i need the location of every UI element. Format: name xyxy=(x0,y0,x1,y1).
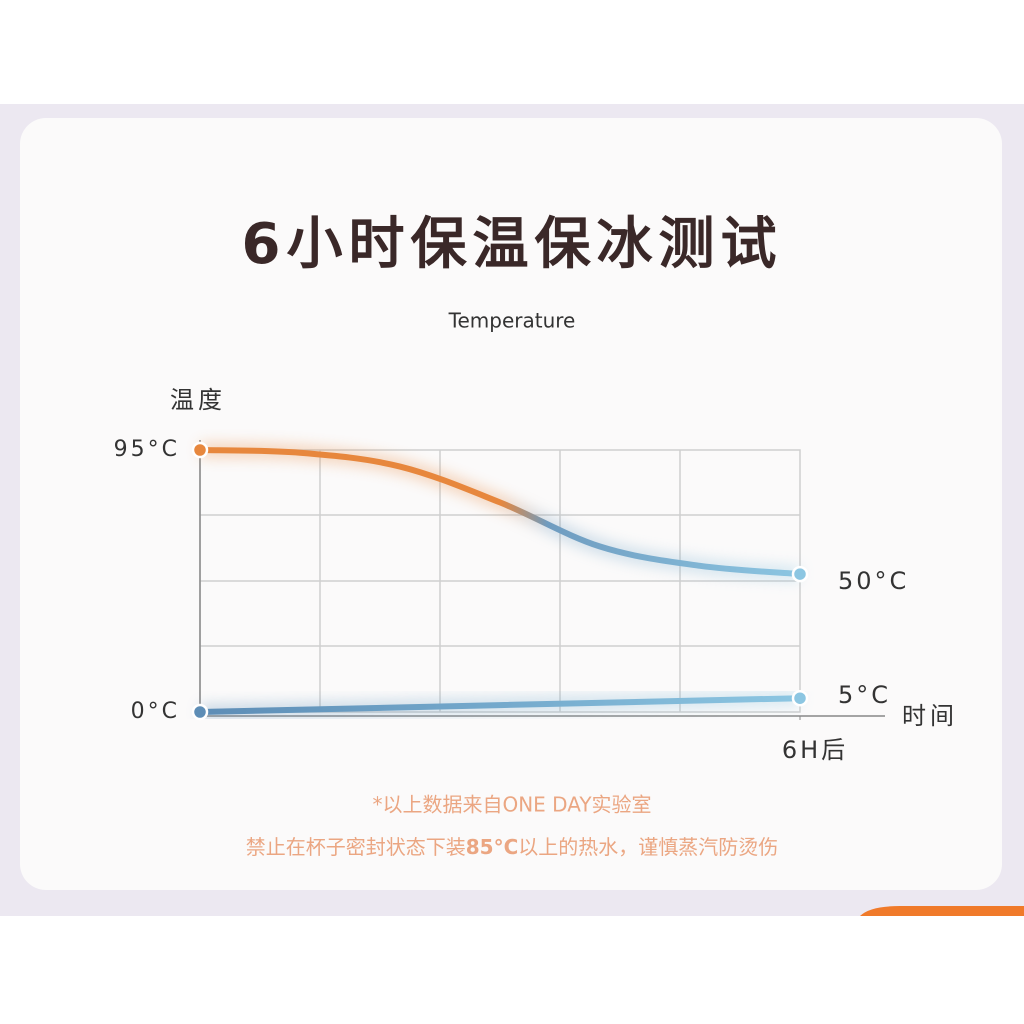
chart-subtitle: Temperature xyxy=(448,309,576,333)
line xyxy=(197,695,803,715)
line xyxy=(197,447,803,578)
chart-title: 6小时保温保冰测试 xyxy=(242,212,783,277)
point-marker xyxy=(791,565,809,583)
note: *以上数据来自ONE DAY实验室 xyxy=(372,793,651,817)
point-marker xyxy=(191,441,209,459)
x-tick-label: 6H后 xyxy=(782,736,848,764)
value-label: 5°C xyxy=(838,681,891,709)
y-tick-label: 95°C xyxy=(114,437,180,462)
corner-accent xyxy=(860,906,1024,916)
note-part: 以上的热水，谨慎蒸汽防烫伤 xyxy=(518,835,778,859)
x-axis-label: 时间 xyxy=(902,702,958,730)
note-emphasis: 85°C xyxy=(466,835,519,859)
y-axis-label: 温度 xyxy=(170,386,226,414)
y-tick-label: 0°C xyxy=(131,699,180,724)
value-label: 50°C xyxy=(838,567,909,595)
note-part: 禁止在杯子密封状态下装 xyxy=(246,835,466,859)
warning-note: 禁止在杯子密封状态下装85°C以上的热水，谨慎蒸汽防烫伤 xyxy=(246,835,779,859)
point-marker xyxy=(191,703,209,721)
point-marker xyxy=(791,689,809,707)
